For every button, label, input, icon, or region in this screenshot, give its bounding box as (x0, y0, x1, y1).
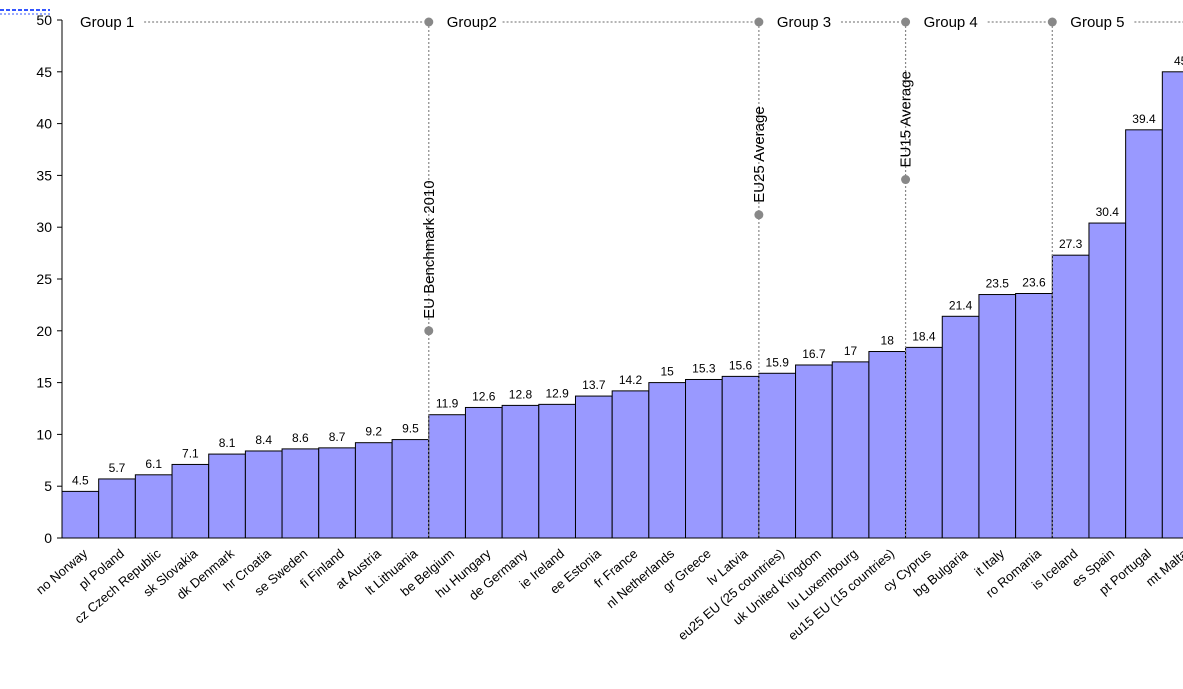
data-label: 18.4 (912, 329, 936, 343)
data-label: 6.1 (145, 457, 162, 471)
bar (905, 346, 943, 539)
data-label: 45 (1174, 54, 1183, 68)
data-label: 15.9 (766, 355, 790, 369)
data-label: 9.2 (365, 425, 382, 439)
reference-marker-dot (754, 210, 764, 220)
data-label: 17 (844, 344, 858, 358)
data-label: 9.5 (402, 422, 419, 436)
group-label: Group 1 (80, 14, 134, 31)
reference-markers: EU Benchmark 2010 EU25 Average EU15 Averag… (421, 71, 915, 336)
bar (795, 364, 833, 539)
group-divider-dot (754, 17, 764, 27)
reference-marker-label: EU15 Average (898, 71, 915, 167)
group-divider-dot (1047, 17, 1057, 27)
bar (1125, 129, 1163, 539)
bar (685, 378, 723, 539)
y-tick-label: 50 (36, 12, 52, 28)
group-dividers: Group 1 Group2 Group 3 Group 4 Group 5 (80, 14, 1183, 538)
data-label: 15.6 (729, 358, 753, 372)
reference-marker-label: EU25 Average (751, 106, 768, 202)
y-tick-label: 20 (36, 323, 52, 339)
y-tick-label: 5 (44, 478, 52, 494)
y-tick-label: 15 (36, 375, 52, 391)
y-tick-label: 30 (36, 219, 52, 235)
bar (1051, 254, 1090, 539)
bar (538, 403, 576, 539)
bar (978, 294, 1017, 539)
bar (648, 382, 687, 539)
y-tick-label: 40 (36, 116, 52, 132)
bar (721, 375, 760, 539)
bar (428, 414, 466, 539)
bar (941, 315, 980, 539)
bar (134, 474, 173, 539)
data-label: 7.1 (182, 446, 199, 460)
group-divider-dot (901, 17, 911, 27)
bar (391, 439, 430, 539)
reference-marker-label: EU Benchmark 2010 (421, 180, 438, 318)
data-label: 39.4 (1132, 112, 1156, 126)
bar (464, 406, 503, 539)
data-label: 4.5 (72, 473, 89, 487)
data-label: 8.6 (292, 431, 309, 445)
bars (61, 71, 1183, 539)
reference-marker-dot (424, 326, 434, 336)
data-label: 5.7 (109, 461, 126, 475)
data-label: 15 (660, 365, 674, 379)
bar (281, 448, 320, 539)
corner-artifact (0, 9, 50, 15)
bar (98, 478, 136, 539)
data-label: 23.5 (986, 277, 1010, 291)
data-label: 8.1 (219, 436, 236, 450)
bar (1161, 71, 1183, 539)
data-label: 8.4 (255, 433, 272, 447)
data-label: 30.4 (1096, 205, 1120, 219)
bar (831, 361, 870, 539)
data-label: 16.7 (802, 347, 826, 361)
data-labels: 4.5 5.7 6.1 7.1 8.1 8.4 8.6 8.7 9.2 9.5 11.9 12.6 12… (72, 54, 1183, 488)
data-label: 8.7 (329, 430, 346, 444)
bar (868, 351, 907, 539)
bar (354, 442, 393, 539)
y-tick-label: 0 (44, 530, 52, 546)
bar (1088, 222, 1127, 539)
bar (318, 447, 356, 539)
data-label: 14.2 (619, 373, 643, 387)
y-tick-label: 45 (36, 64, 52, 80)
data-label: 13.7 (582, 378, 606, 392)
bar (574, 395, 613, 539)
bar (208, 453, 246, 539)
y-tick-label: 25 (36, 271, 52, 287)
group-divider-dot (424, 17, 434, 27)
data-label: 12.8 (509, 387, 533, 401)
bar (1015, 293, 1053, 539)
bar (611, 390, 650, 539)
bar (244, 450, 283, 539)
bar (758, 372, 797, 539)
bar (171, 463, 210, 539)
group-label: Group 3 (777, 14, 831, 31)
bar (61, 490, 100, 539)
data-label: 12.6 (472, 389, 496, 403)
reference-marker-dot (901, 175, 911, 185)
data-label: 15.3 (692, 361, 716, 375)
data-label: 18 (881, 334, 895, 348)
data-label: 12.9 (545, 386, 569, 400)
group-label: Group 4 (924, 14, 978, 31)
y-tick-label: 35 (36, 167, 52, 183)
data-label: 21.4 (949, 298, 973, 312)
data-label: 27.3 (1059, 237, 1083, 251)
bar (501, 404, 540, 539)
group-label: Group2 (447, 14, 497, 31)
group-label: Group 5 (1070, 14, 1124, 31)
data-label: 23.6 (1022, 276, 1046, 290)
y-tick-label: 10 (36, 426, 52, 442)
data-label: 11.9 (436, 397, 459, 411)
